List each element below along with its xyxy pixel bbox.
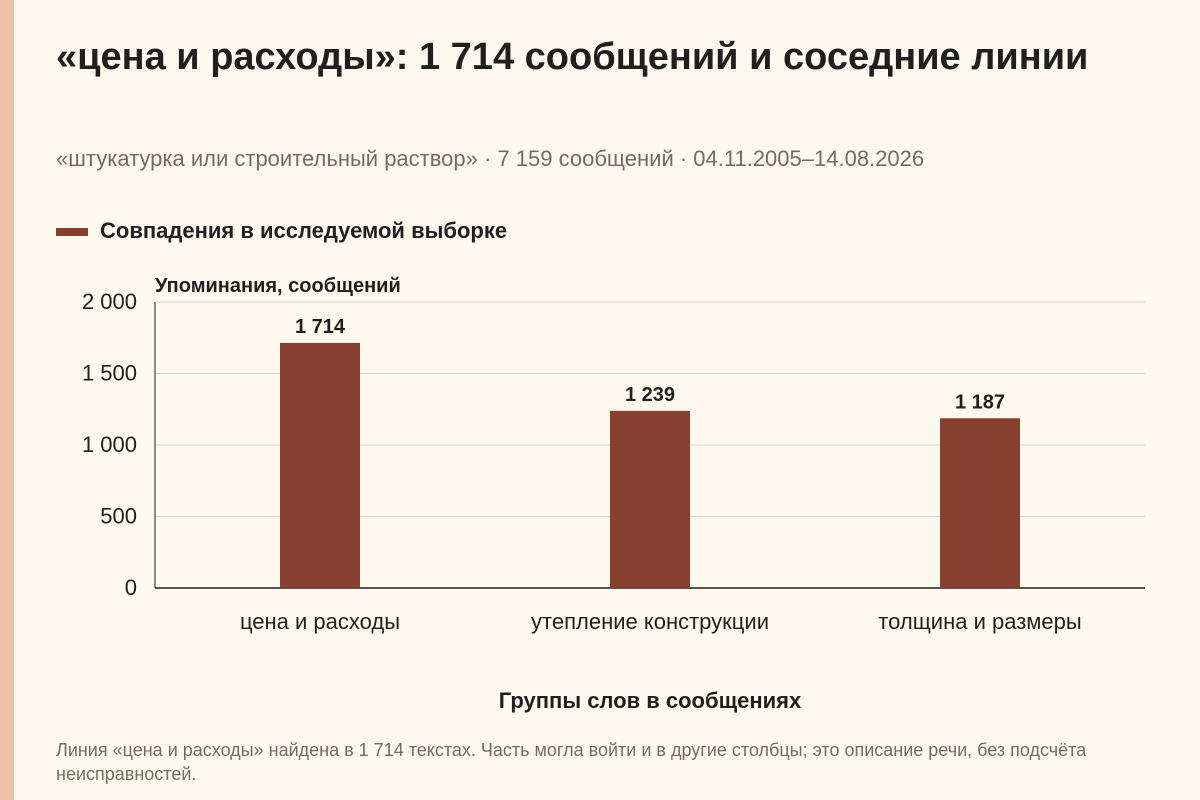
x-tick-label: толщина и размеры bbox=[878, 609, 1081, 634]
footnote: Линия «цена и расходы» найдена в 1 714 т… bbox=[56, 740, 1087, 784]
legend-label: Совпадения в исследуемой выборке bbox=[100, 218, 508, 243]
x-tick-label: утепление конструкции bbox=[531, 609, 769, 634]
bar-value-label: 1 187 bbox=[955, 391, 1005, 413]
accent-bar bbox=[0, 0, 14, 800]
chart-title: «цена и расходы»: 1 714 сообщений и сосе… bbox=[56, 36, 1089, 78]
bar-value-label: 1 714 bbox=[295, 316, 346, 338]
y-tick-label: 1 500 bbox=[82, 361, 137, 386]
x-axis-ticks: цена и расходы утепление конструкции толщи… bbox=[240, 609, 1082, 634]
y-axis-title: Упоминания, сообщений bbox=[155, 275, 401, 297]
x-axis-title: Группы слов в сообщениях bbox=[499, 688, 802, 713]
chart-subtitle: «штукатурка или строительный раствор» · … bbox=[56, 146, 925, 171]
bar bbox=[610, 410, 690, 588]
y-tick-label: 1 000 bbox=[82, 432, 137, 457]
y-tick-label: 2 000 bbox=[82, 289, 137, 314]
y-tick-label: 500 bbox=[100, 504, 137, 529]
bar bbox=[280, 342, 360, 588]
x-tick-label: цена и расходы bbox=[240, 609, 400, 634]
y-tick-label: 0 bbox=[125, 575, 137, 600]
bar bbox=[940, 418, 1020, 588]
legend-swatch bbox=[56, 228, 88, 236]
y-axis-ticks: 0 500 1 000 1 500 2 000 bbox=[82, 289, 137, 600]
bars: 1 714 1 239 1 187 bbox=[280, 316, 1020, 588]
bar-value-label: 1 239 bbox=[625, 384, 675, 406]
legend: Совпадения в исследуемой выборке bbox=[56, 218, 507, 244]
